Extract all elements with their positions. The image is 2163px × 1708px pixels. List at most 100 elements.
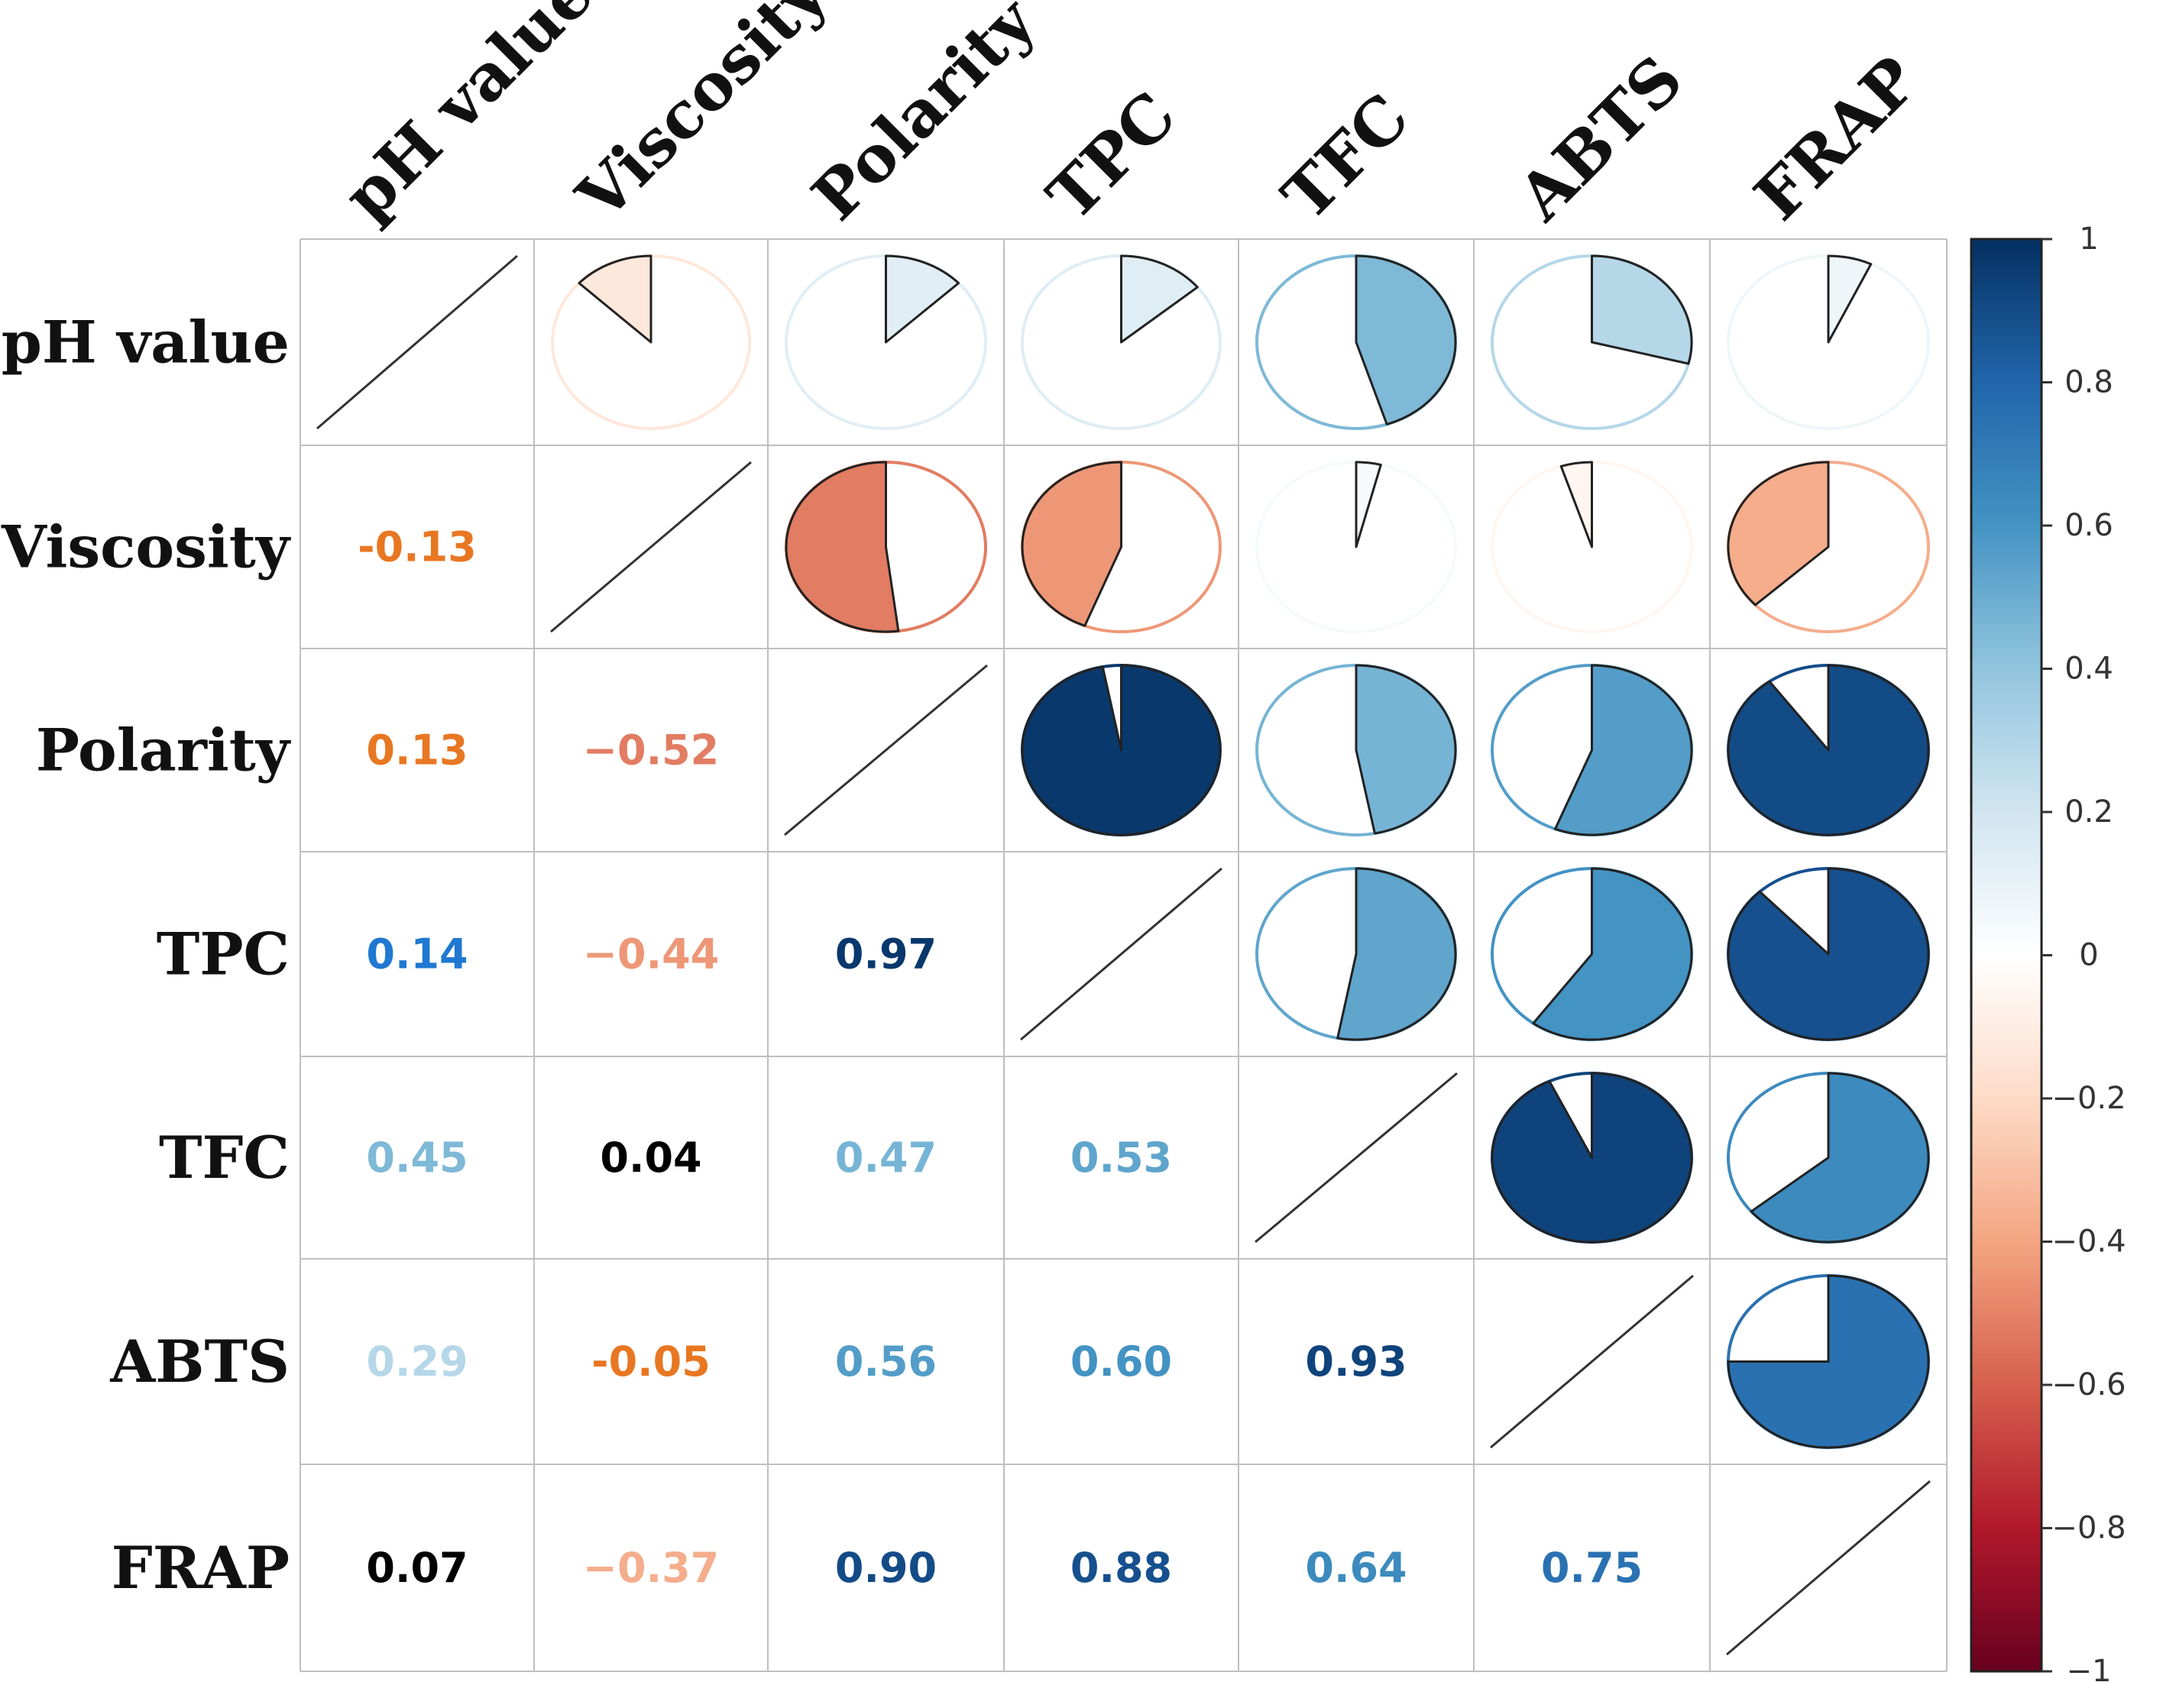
colorbar: 1 0.8 0.6 0.4 0.2 0 −0.2 −0.4 −0.6 −0.8 −1 [1970, 222, 2126, 1689]
pie-mark-Viscosity-TPC [1021, 461, 1222, 633]
pie-mark-ABTS-FRAP [1727, 1274, 1930, 1449]
pie-slice [1021, 664, 1222, 836]
value-label: 0.07 [366, 1544, 468, 1592]
colorbar-tick-label: −0.4 [2051, 1224, 2126, 1260]
pie-mark-pH value-Viscosity [551, 254, 751, 430]
pie-mark-pH value-Polarity [785, 254, 987, 430]
pie-slice [1727, 867, 1930, 1041]
value-label: 0.45 [366, 1134, 468, 1182]
diagonal-line [550, 461, 752, 633]
colorbar-tick-label: 1 [2079, 222, 2098, 257]
value-label: 0.04 [600, 1134, 701, 1182]
pie-mark-Viscosity-FRAP [1727, 461, 1930, 633]
column-label: Polarity [798, 0, 1051, 235]
diagonal-line [1726, 1480, 1931, 1656]
pie-slice [1355, 461, 1382, 548]
value-label: -0.05 [591, 1338, 711, 1386]
pie-mark-pH value-FRAP [1727, 254, 1930, 430]
pie-mark-TFC-ABTS [1491, 1072, 1693, 1244]
diagonal-line [1020, 867, 1222, 1041]
colorbar-gradient [1970, 238, 2043, 1673]
pie-mark-TPC-TFC [1255, 867, 1457, 1041]
colorbar-tick-label: −1 [2067, 1654, 2112, 1689]
value-label: 0.88 [1070, 1544, 1172, 1592]
column-label: pH value [329, 0, 607, 235]
colorbar-tick-label: 0.8 [2064, 365, 2113, 400]
row-label: TPC [157, 920, 290, 988]
value-label: 0.47 [835, 1134, 937, 1182]
pie-slice [1491, 1072, 1693, 1244]
column-label: TFC [1268, 79, 1423, 235]
colorbar-tick-label: 0.4 [2064, 652, 2113, 687]
pie-mark-pH value-TFC [1255, 254, 1457, 430]
row-label: pH value [2, 309, 290, 377]
pie-slice [1727, 461, 1830, 607]
value-label: 0.90 [835, 1544, 937, 1592]
column-label: Viscosity [562, 0, 842, 235]
pie-mark-TPC-ABTS [1491, 867, 1693, 1041]
pie-slice [1336, 867, 1457, 1041]
diagonal-line [1255, 1072, 1458, 1244]
pie-slice [1021, 461, 1122, 627]
pie-slice [578, 254, 652, 344]
colorbar-tick-label: −0.8 [2051, 1511, 2126, 1546]
value-label: −0.44 [583, 930, 719, 979]
pie-mark-Polarity-TPC [1021, 664, 1222, 836]
pie-slice [1750, 1072, 1930, 1244]
row-label: Polarity [36, 717, 291, 784]
diagonal-line [1490, 1274, 1694, 1449]
pie-mark-Viscosity-Polarity [785, 461, 987, 633]
value-label: 0.14 [366, 930, 468, 979]
row-label: Viscosity [1, 513, 291, 581]
value-label: -0.13 [358, 523, 477, 571]
pie-mark-Viscosity-TFC [1255, 461, 1457, 633]
pie-mark-TPC-FRAP [1727, 867, 1930, 1041]
row-label: TFC [159, 1124, 290, 1192]
pie-mark-Polarity-ABTS [1491, 664, 1693, 836]
colorbar-tick-label: 0.6 [2064, 508, 2113, 543]
column-label: FRAP [1740, 42, 1932, 235]
grid [300, 238, 1948, 1672]
pie-slice [785, 461, 900, 633]
value-label: −0.37 [583, 1544, 719, 1592]
value-label: 0.56 [835, 1338, 937, 1386]
pie-mark-TFC-FRAP [1727, 1072, 1930, 1244]
colorbar-tick-label: −0.2 [2051, 1081, 2126, 1116]
pie-mark-Viscosity-ABTS [1491, 461, 1693, 633]
pie-slice [1355, 254, 1457, 425]
row-label: ABTS [109, 1328, 290, 1396]
pie-slice [1355, 664, 1457, 835]
pie-mark-Polarity-TFC [1255, 664, 1457, 836]
value-label: 0.29 [366, 1338, 468, 1386]
value-label: −0.52 [583, 726, 719, 775]
value-label: 0.60 [1070, 1338, 1172, 1386]
value-label: 0.53 [1070, 1134, 1172, 1182]
pie-slice [1827, 254, 1873, 344]
value-label: 0.75 [1541, 1544, 1643, 1592]
colorbar-tick-label: −0.6 [2051, 1367, 2126, 1402]
colorbar-tick-label: 0.2 [2064, 794, 2113, 830]
pie-mark-pH value-TPC [1021, 254, 1222, 430]
pie-slice [1120, 254, 1199, 344]
pie-slice [1727, 664, 1930, 836]
matrix-cells: -0.13 0.13 −0.52 0.14 −0.44 0.97 0.45 0.04 0.47 0… [316, 254, 1931, 1656]
pie-mark-pH value-ABTS [1491, 254, 1693, 430]
diagonal-line [316, 254, 518, 430]
pie-slice [1553, 664, 1693, 836]
value-label: 0.97 [835, 930, 937, 979]
diagonal-line [784, 664, 988, 836]
pie-slice [1727, 1274, 1930, 1449]
value-label: 0.93 [1305, 1338, 1407, 1386]
pie-mark-Polarity-FRAP [1727, 664, 1930, 836]
colorbar-tick-label: 0 [2079, 938, 2098, 973]
value-label: 0.13 [366, 726, 468, 775]
column-label: ABTS [1503, 41, 1697, 235]
pie-slice [1591, 254, 1693, 365]
value-label: 0.64 [1305, 1544, 1407, 1592]
pie-slice [1532, 867, 1693, 1041]
row-label: FRAP [112, 1534, 290, 1602]
pie-slice [1559, 461, 1593, 548]
column-label: TPC [1033, 77, 1190, 235]
pie-slice [885, 254, 960, 344]
